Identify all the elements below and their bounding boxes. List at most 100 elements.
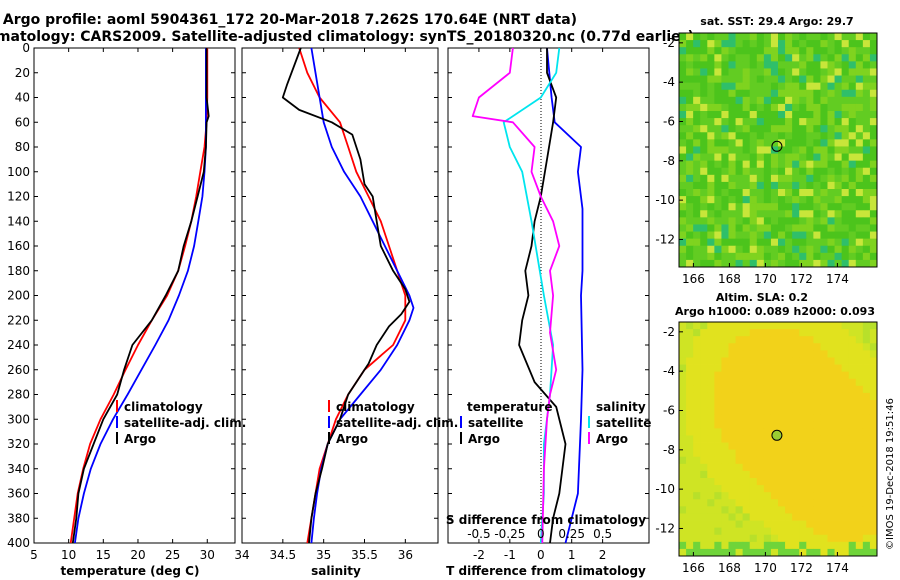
heatmap-cell	[792, 82, 800, 91]
heatmap-cell	[707, 336, 715, 344]
heatmap-cell	[785, 329, 793, 337]
heatmap-cell	[770, 160, 779, 169]
heatmap-cell	[792, 407, 800, 415]
heatmap-cell	[721, 40, 729, 48]
heatmap-cell	[841, 245, 850, 254]
heatmap-cell	[862, 231, 871, 240]
heatmap-cell	[721, 75, 729, 84]
heatmap-cell	[721, 527, 729, 536]
heatmap-cell	[742, 421, 751, 429]
heatmap-cell	[869, 385, 878, 394]
heatmap-cell	[834, 449, 843, 458]
heatmap-cell	[855, 371, 864, 380]
heatmap-cell	[869, 252, 878, 261]
heatmap-cell	[799, 385, 807, 394]
heatmap-cell	[799, 82, 807, 91]
heatmap-cell	[707, 238, 715, 247]
salinity-series	[281, 47, 415, 544]
heatmap-cell	[855, 160, 864, 169]
heatmap-cell	[820, 174, 828, 183]
heatmap-cell	[763, 541, 772, 550]
heatmap-cell	[869, 118, 878, 126]
heatmap-cell	[792, 132, 800, 140]
heatmap-cell	[827, 252, 835, 261]
heatmap-cell	[813, 541, 821, 550]
heatmap-cell	[820, 252, 828, 261]
heatmap-cell	[693, 470, 701, 479]
heatmap-cell	[686, 231, 694, 240]
heatmap-cell	[862, 160, 871, 169]
heatmap-cell	[707, 61, 715, 69]
heatmap-cell	[735, 238, 744, 247]
heatmap-cell	[792, 492, 800, 500]
heatmap-cell	[806, 499, 814, 507]
heatmap-cell	[841, 478, 850, 486]
heatmap-cell	[785, 435, 793, 443]
heatmap-cell	[770, 47, 779, 55]
heatmap-cell	[763, 527, 772, 536]
heatmap-cell	[778, 259, 786, 268]
heatmap-cell	[770, 548, 779, 557]
heatmap-cell	[869, 435, 878, 443]
heatmap-cell	[770, 75, 779, 84]
heatmap-cell	[756, 442, 765, 451]
heatmap-cell	[693, 196, 701, 204]
heatmap-cell	[679, 541, 687, 550]
heatmap-cell	[862, 82, 871, 91]
heatmap-cell	[679, 125, 687, 133]
heatmap-cell	[756, 449, 765, 458]
heatmap-cell	[700, 485, 708, 493]
heatmap-cell	[848, 125, 857, 133]
heatmap-cell	[841, 378, 850, 387]
heatmap-cell	[770, 203, 779, 211]
heatmap-cell	[763, 329, 772, 337]
heatmap-cell	[714, 541, 722, 550]
heatmap-cell	[827, 364, 835, 373]
heatmap-cell	[686, 378, 694, 387]
heatmap-cell	[721, 238, 729, 247]
heatmap-cell	[862, 68, 871, 76]
heatmap-cell	[806, 82, 814, 91]
heatmap-cell	[728, 414, 736, 422]
heatmap-cell	[778, 210, 786, 218]
heatmap-cell	[707, 548, 715, 557]
heatmap-cell	[728, 442, 736, 451]
heatmap-cell	[848, 231, 857, 240]
map-y-tick-label: -6	[663, 114, 675, 128]
heatmap-cell	[728, 210, 736, 218]
heatmap-cell	[827, 442, 835, 451]
heatmap-cell	[693, 96, 701, 105]
heatmap-cell	[763, 259, 772, 268]
heatmap-cell	[778, 329, 786, 337]
heatmap-cell	[742, 527, 751, 536]
heatmap-cell	[806, 174, 814, 183]
heatmap-cell	[799, 343, 807, 351]
heatmap-cell	[806, 259, 814, 268]
heatmap-cell	[813, 350, 821, 358]
heatmap-cell	[700, 132, 708, 140]
heatmap-cell	[848, 534, 857, 543]
heatmap-cell	[756, 224, 765, 232]
heatmap-cell	[714, 392, 722, 401]
heatmap-cell	[749, 103, 758, 112]
heatmap-cell	[763, 506, 772, 514]
heatmap-cell	[721, 506, 729, 514]
heatmap-cell	[679, 252, 687, 261]
heatmap-cell	[714, 506, 722, 514]
heatmap-cell	[749, 478, 758, 486]
heatmap-cell	[813, 378, 821, 387]
heatmap-cell	[714, 357, 722, 365]
heatmap-cell	[686, 33, 694, 41]
heatmap-cell	[785, 492, 793, 500]
heatmap-cell	[700, 68, 708, 76]
heatmap-cell	[693, 513, 701, 521]
heatmap-cell	[827, 392, 835, 401]
heatmap-cell	[763, 513, 772, 521]
heatmap-cell	[735, 435, 744, 443]
heatmap-cell	[693, 189, 701, 197]
heatmap-cell	[735, 463, 744, 472]
heatmap-cell	[749, 506, 758, 514]
heatmap-cell	[834, 231, 843, 240]
heatmap-cell	[700, 350, 708, 358]
heatmap-cell	[827, 534, 835, 543]
